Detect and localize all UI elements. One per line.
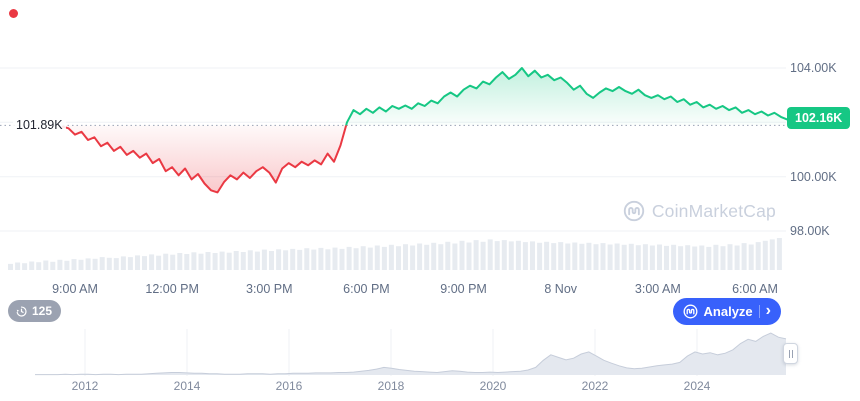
coinmarketcap-logo-icon: [683, 304, 698, 319]
record-dot-icon: [9, 9, 18, 18]
coinmarketcap-logo-icon: [623, 200, 644, 222]
analyze-label: Analyze: [703, 304, 753, 319]
watermark-text: CoinMarketCap: [651, 200, 776, 221]
range-selector-year-label: 2020: [479, 379, 507, 393]
coinmarketcap-watermark: CoinMarketCap: [623, 200, 776, 222]
x-axis-label: 6:00 PM: [343, 282, 390, 296]
x-axis-label: 12:00 PM: [145, 282, 199, 296]
countdown-value: 125: [32, 304, 53, 318]
range-selector-chart[interactable]: [0, 329, 860, 376]
x-axis-label: 9:00 PM: [440, 282, 487, 296]
open-price-label: 101.89K: [13, 118, 66, 133]
x-axis-label: 3:00 AM: [634, 282, 681, 296]
price-chart-canvas[interactable]: [0, 0, 860, 272]
range-selector-year-label: 2014: [173, 379, 201, 393]
range-selector-handle[interactable]: [783, 343, 798, 364]
x-axis-label: 3:00 PM: [246, 282, 293, 296]
x-axis-label: 6:00 AM: [732, 282, 778, 296]
x-axis-label: 9:00 AM: [52, 282, 98, 296]
x-axis-label: 8 Nov: [544, 282, 578, 296]
analyze-button[interactable]: Analyze ›: [672, 298, 781, 325]
range-selector-year-label: 2022: [581, 379, 609, 393]
range-selector-year-label: 2024: [683, 379, 711, 393]
last-price-badge: 102.16K: [787, 106, 851, 129]
range-selector-year-label: 2012: [71, 379, 99, 393]
range-selector-year-label: 2018: [377, 379, 405, 393]
range-selector-year-label: 2016: [275, 379, 303, 393]
y-axis-label: 104.00K: [790, 61, 837, 75]
button-divider: [758, 305, 760, 318]
y-axis-label: 100.00K: [790, 169, 837, 184]
countdown-badge[interactable]: 125: [8, 300, 62, 322]
y-axis-label: 98.00K: [790, 224, 830, 238]
chevron-right-icon: ›: [765, 301, 771, 319]
history-clock-icon: [16, 305, 27, 316]
